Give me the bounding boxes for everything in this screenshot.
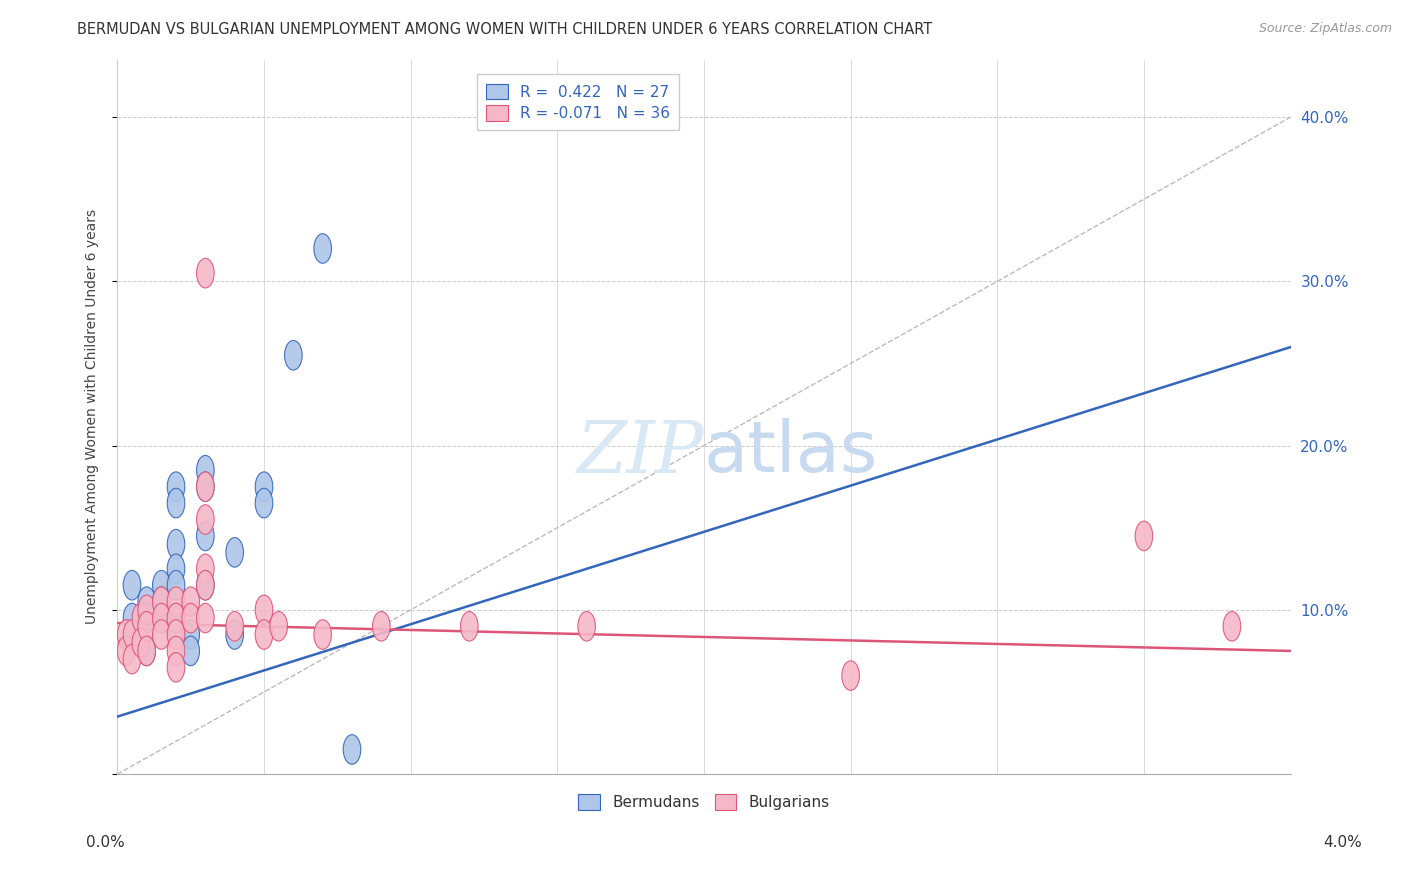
Text: 4.0%: 4.0% (1323, 836, 1362, 850)
Text: atlas: atlas (704, 418, 879, 487)
Y-axis label: Unemployment Among Women with Children Under 6 years: Unemployment Among Women with Children U… (86, 210, 100, 624)
Text: Source: ZipAtlas.com: Source: ZipAtlas.com (1258, 22, 1392, 36)
Text: ZIP: ZIP (576, 417, 704, 488)
Text: 0.0%: 0.0% (86, 836, 125, 850)
Text: BERMUDAN VS BULGARIAN UNEMPLOYMENT AMONG WOMEN WITH CHILDREN UNDER 6 YEARS CORRE: BERMUDAN VS BULGARIAN UNEMPLOYMENT AMONG… (77, 22, 932, 37)
Legend: Bermudans, Bulgarians: Bermudans, Bulgarians (572, 789, 835, 816)
